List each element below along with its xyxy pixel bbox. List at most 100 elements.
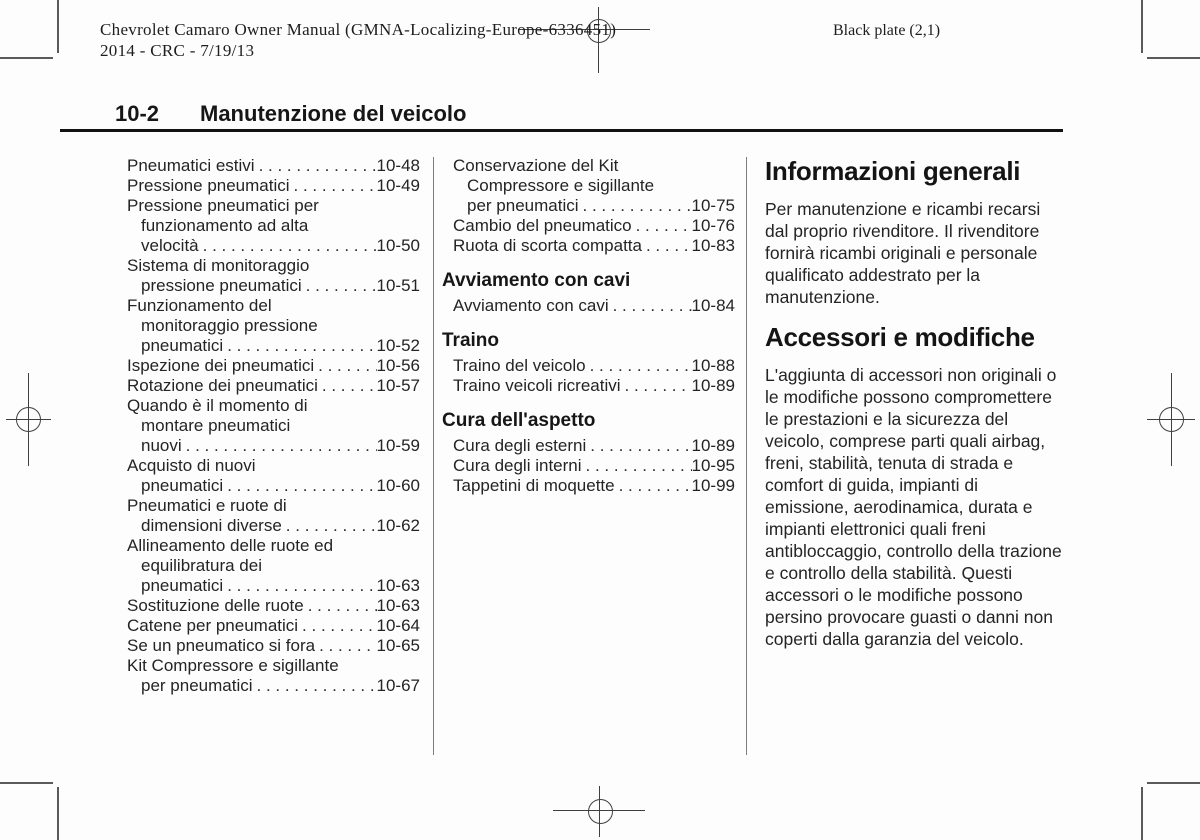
toc-entry: Tappetini di moquette. . . . . . . . . .… [453,476,735,496]
toc-entry-lastline: Traino veicoli ricreativi. . . . . . . .… [453,376,735,396]
toc-entry-label: Cura degli esterni [453,436,586,456]
toc-entries: Traino del veicolo . . . . . . . . . . . … [442,356,735,396]
dot-leader: . . . . . . . . . . . . . . . . . . . . … [315,636,376,656]
dot-leader: . . . . . . . . . . . . . . . . . . . . … [255,156,377,176]
dot-leader: . . . . . . . . . . . . . . . . . . . . … [298,616,376,636]
article-paragraph: Per manutenzione e ricambi recarsi dal p… [765,198,1063,308]
page-number: 10-2 [115,101,159,127]
toc-page-ref: 10-52 [377,336,420,356]
dot-leader: . . . . . . . . . . . . . . . . . . . . … [586,436,691,456]
section-heading: Cura dell'aspetto [442,409,735,433]
dot-leader: . . . . . . . . . . . . . . . . . . . . … [579,196,692,216]
toc-entry-lastline: Pressione pneumatici. . . . . . . . . . … [127,176,420,196]
toc-entry-lastline: Catene per pneumatici. . . . . . . . . .… [127,616,420,636]
toc-page-ref: 10-89 [692,436,735,456]
toc-entry: Pressione pneumatici. . . . . . . . . . … [127,176,420,196]
toc-page-ref: 10-63 [377,596,420,616]
toc-page-ref: 10-76 [692,216,735,236]
toc-entry-line: Conservazione del Kit [453,156,735,176]
toc-entry-label: dimensioni diverse [141,516,282,536]
toc-entry-lastline: Sostituzione delle ruote. . . . . . . . … [127,596,420,616]
toc-page-ref: 10-51 [377,276,420,296]
toc-page-ref: 10-89 [692,376,735,396]
toc-entry: Pneumatici estivi. . . . . . . . . . . .… [127,156,420,176]
toc-entry-line: Pressione pneumatici per [127,196,420,216]
toc-entry: Pressione pneumatici perfunzionamento ad… [127,196,420,256]
toc-entry-label: Rotazione dei pneumatici [127,376,318,396]
section-heading: Avviamento con cavi [442,269,735,293]
toc-entry-line: Kit Compressore e sigillante [127,656,420,676]
dot-leader: . . . . . . . . . . . . . . . . . . . . … [318,376,377,396]
column-divider-2 [746,157,747,755]
toc-page-ref: 10-65 [377,636,420,656]
crop-mark-top-left-v [57,0,59,53]
dot-leader: . . . . . . . . . . . . . . . . . . . . … [182,436,377,456]
toc-entry-label: Pneumatici estivi [127,156,255,176]
toc-entry-label: Ruota di scorta compatta [453,236,642,256]
toc-entry: Cura degli interni. . . . . . . . . . . … [453,456,735,476]
toc-entry-lastline: pneumatici. . . . . . . . . . . . . . . … [127,576,420,596]
toc-entry: Sistema di monitoraggiopressione pneumat… [127,256,420,296]
print-stamp: Chevrolet Camaro Owner Manual (GMNA-Loca… [100,19,616,61]
manual-scan-page: Chevrolet Camaro Owner Manual (GMNA-Loca… [0,0,1200,840]
toc-entries: Conservazione del KitCompressore e sigil… [442,156,735,256]
toc-entry-label: Catene per pneumatici [127,616,298,636]
toc-entries: Pneumatici estivi. . . . . . . . . . . .… [127,156,420,696]
toc-entry-lastline: per pneumatici. . . . . . . . . . . . . … [453,196,735,216]
toc-entry-label: Se un pneumatico si fora [127,636,315,656]
toc-entry: Se un pneumatico si fora. . . . . . . . … [127,636,420,656]
dot-leader: . . . . . . . . . . . . . . . . . . . . … [223,476,376,496]
crop-mark-top-right-h [1147,57,1200,59]
toc-page-ref: 10-63 [377,576,420,596]
dot-leader: . . . . . . . . . . . . . . . . . . . . … [632,216,692,236]
toc-page-ref: 10-83 [692,236,735,256]
toc-section: Traino Traino del veicolo . . . . . . . . … [442,329,735,396]
toc-entry-label: velocità [141,236,199,256]
toc-entry-label: pressione pneumatici [141,276,302,296]
toc-entry-line: Allineamento delle ruote ed [127,536,420,556]
dot-leader: . . . . . . . . . . . . . . . . . . . . … [290,176,377,196]
toc-entry-label: Traino veicoli ricreativi [453,376,621,396]
toc-entry-label: Ispezione dei pneumatici [127,356,314,376]
toc-entry-lastline: Cambio del pneumatico. . . . . . . . . .… [453,216,735,236]
toc-entry-line: Acquisto di nuovi [127,456,420,476]
toc-entry-lastline: Cura degli interni. . . . . . . . . . . … [453,456,735,476]
stamp-line2: 2014 - CRC - 7/19/13 [100,40,616,61]
toc-page-ref: 10-84 [692,296,735,316]
toc-entry-lastline: nuovi. . . . . . . . . . . . . . . . . .… [127,436,420,456]
dot-leader: . . . . . . . . . . . . . . . . . . . . … [609,296,692,316]
toc-entry: Catene per pneumatici. . . . . . . . . .… [127,616,420,636]
toc-entry-line: Quando è il momento di [127,396,420,416]
dot-leader: . . . . . . . . . . . . . . . . . . . . … [314,356,376,376]
toc-entry-lastline: Cura degli esterni. . . . . . . . . . . … [453,436,735,456]
dot-leader: . . . . . . . . . . . . . . . . . . . . … [621,376,692,396]
toc-entry-lastline: Ruota di scorta compatta. . . . . . . . … [453,236,735,256]
toc-entry-lastline: Avviamento con cavi. . . . . . . . . . .… [453,296,735,316]
toc-entry-label: Traino del veicolo [453,356,586,376]
toc-entry-label: pneumatici [141,576,223,596]
toc-entry-lastline: pneumatici. . . . . . . . . . . . . . . … [127,336,420,356]
toc-entry: Traino veicoli ricreativi. . . . . . . .… [453,376,735,396]
toc-entry: Avviamento con cavi. . . . . . . . . . .… [453,296,735,316]
dot-leader: . . . . . . . . . . . . . . . . . . . . … [302,276,377,296]
toc-entry-lastline: pressione pneumatici. . . . . . . . . . … [127,276,420,296]
toc-page-ref: 10-49 [377,176,420,196]
toc-entry-lastline: Tappetini di moquette. . . . . . . . . .… [453,476,735,496]
toc-section: Conservazione del KitCompressore e sigil… [442,156,735,256]
dot-leader: . . . . . . . . . . . . . . . . . . . . … [615,476,692,496]
toc-entries: Cura degli esterni. . . . . . . . . . . … [442,436,735,496]
toc-page-ref: 10-99 [692,476,735,496]
toc-entry-line: equilibratura dei [127,556,420,576]
toc-entry: Quando è il momento dimontare pneumatici… [127,396,420,456]
dot-leader: . . . . . . . . . . . . . . . . . . . . … [642,236,692,256]
crop-mark-top-left-h [0,57,53,59]
toc-entry-lastline: Se un pneumatico si fora. . . . . . . . … [127,636,420,656]
crop-mark-bottom-left-h [0,782,53,784]
toc-entry-label: Cambio del pneumatico [453,216,632,236]
crop-mark-bottom-left-v [57,787,59,840]
toc-entry-line: montare pneumatici [127,416,420,436]
section-heading: Traino [442,329,735,353]
dot-leader: . . . . . . . . . . . . . . . . . . . . … [253,676,377,696]
toc-entry-lastline: Ispezione dei pneumatici. . . . . . . . … [127,356,420,376]
toc-entry: Ispezione dei pneumatici. . . . . . . . … [127,356,420,376]
